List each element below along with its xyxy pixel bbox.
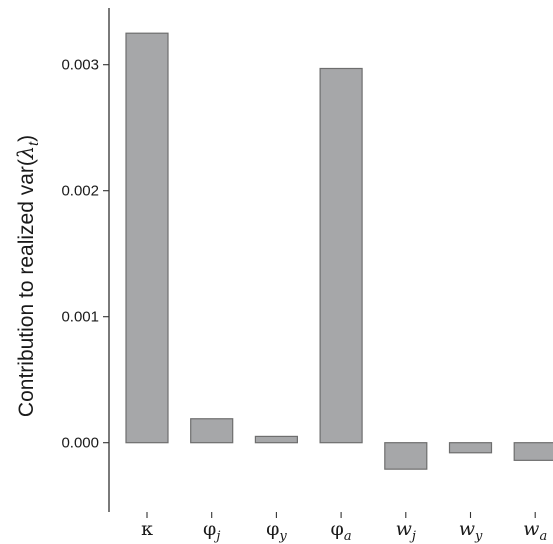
- y-tick-label-3: 0.003: [61, 57, 99, 74]
- x-tick-label-base-1: φ: [203, 518, 216, 540]
- bar-3: [319, 67, 363, 444]
- x-tick-label-base-0: κ: [141, 518, 153, 540]
- y-axis-label-close: ): [15, 135, 38, 142]
- x-tick-label-sub-2: y: [278, 529, 287, 544]
- x-tick-label-base-4: w: [396, 518, 412, 540]
- x-tick-label-4: wj: [396, 518, 416, 544]
- bar-6: [513, 442, 553, 461]
- bar-2: [254, 435, 298, 444]
- x-tick-label-6: wa: [523, 518, 547, 544]
- x-tick-label-sub-4: j: [409, 529, 416, 544]
- x-tick-label-base-3: φ: [331, 518, 344, 540]
- bar-1: [190, 418, 234, 444]
- y-tick-label-0: 0.000: [61, 435, 99, 452]
- y-axis-label-subscript: t: [25, 141, 41, 146]
- x-tick-label-5: wy: [459, 518, 483, 544]
- x-tick-label-3: φa: [331, 518, 352, 544]
- x-axis: κ φj φy φa wj wy wa: [141, 512, 547, 544]
- x-tick-label-base-5: w: [459, 518, 475, 540]
- y-axis-label-text: Contribution to realized var(: [15, 159, 38, 417]
- bar-4: [384, 442, 428, 470]
- x-tick-label-base-6: w: [523, 518, 539, 540]
- bar-0: [125, 32, 169, 444]
- bar-5: [448, 442, 493, 454]
- y-axis-label: Contribution to realized var(λt): [14, 135, 41, 417]
- y-tick-label-1: 0.001: [61, 309, 99, 326]
- x-tick-label-base-2: φ: [266, 518, 279, 540]
- y-tick-label-2: 0.002: [61, 183, 99, 200]
- x-tick-label-2: φy: [266, 518, 287, 544]
- x-tick-label-0: κ: [141, 518, 153, 540]
- x-tick-label-sub-3: a: [344, 529, 352, 544]
- x-tick-label-sub-1: j: [213, 529, 220, 544]
- y-axis: 0.000 0.001 0.002 0.003: [61, 8, 110, 512]
- y-axis-label-group: Contribution to realized var(λt): [14, 135, 41, 417]
- x-tick-label-sub-5: y: [474, 529, 483, 544]
- x-tick-label-sub-6: a: [539, 529, 547, 544]
- bars: [125, 32, 553, 470]
- y-axis-label-symbol: λ: [14, 146, 38, 160]
- x-tick-label-1: φj: [203, 518, 220, 544]
